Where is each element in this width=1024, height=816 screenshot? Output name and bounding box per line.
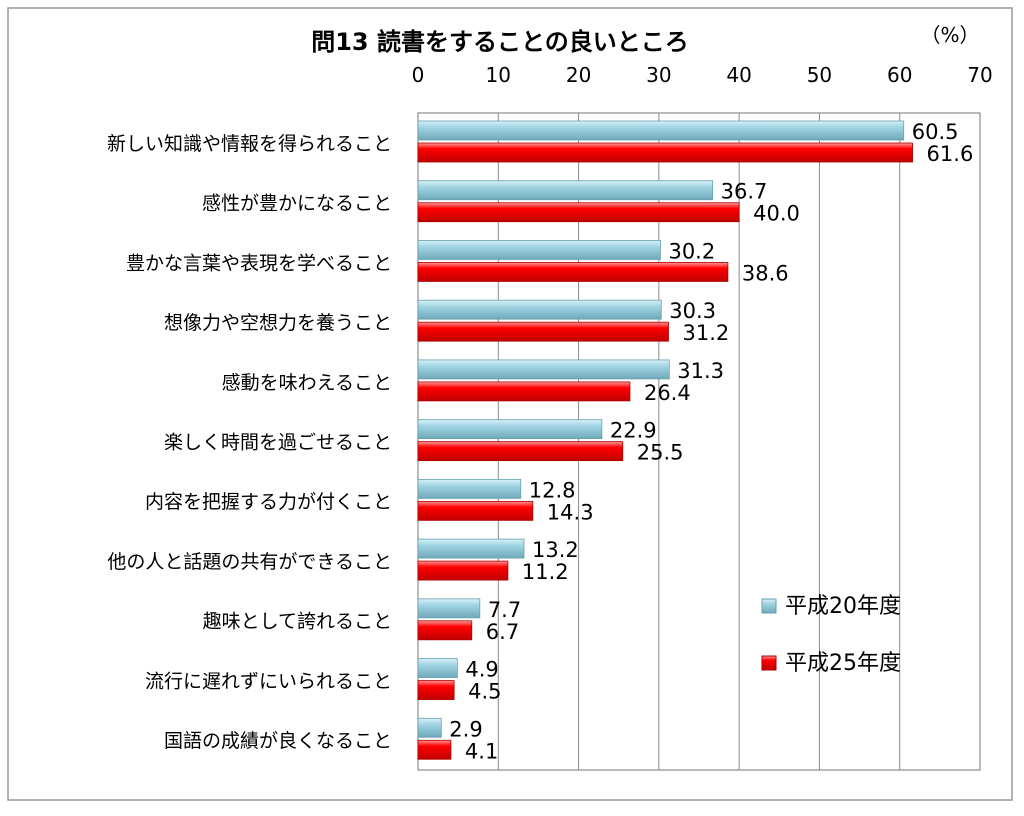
legend-label: 平成25年度 [785,651,901,676]
category-label: 趣味として誇れること [203,611,392,633]
value-label: 4.5 [468,680,501,704]
chart-title: 問13 読書をすることの良いところ [311,28,689,56]
value-label: 60.5 [912,120,959,144]
bar-h25 [417,620,473,641]
x-tick-label: 70 [967,63,992,87]
value-label: 30.2 [668,239,715,263]
bar-h25 [417,560,509,581]
value-label: 40.0 [753,202,800,226]
bar-h20 [417,538,525,559]
bar-h25 [417,142,913,163]
bar-h20 [417,359,670,380]
bar-h25 [417,500,534,521]
value-label: 31.3 [677,359,724,383]
category-label: 感性が豊かになること [202,193,392,215]
category-label: 想像力や空想力を養うこと [164,312,392,334]
category-label: 感動を味わえること [222,372,392,394]
value-label: 7.7 [488,598,521,622]
bar-h25 [417,202,740,223]
bar-h25 [417,321,669,342]
value-label: 25.5 [637,441,684,465]
bar-h25 [417,739,452,760]
category-label: 豊かな言葉や表現を学べること [126,252,392,274]
legend-label: 平成20年度 [785,594,901,619]
bar-h25 [417,680,455,700]
unit-label: （%） [920,23,979,47]
category-label: 内容を把握する力が付くこと [145,491,392,513]
x-tick-label: 60 [887,63,912,87]
value-label: 13.2 [532,538,579,562]
x-tick-label: 50 [807,63,832,87]
value-label: 30.3 [669,299,716,323]
bar-h20 [417,299,662,320]
value-label: 12.8 [529,478,576,502]
value-label: 26.4 [644,381,691,405]
bar-h20 [417,598,481,619]
value-label: 36.7 [721,180,768,204]
value-label: 38.6 [742,261,789,285]
category-label: 国語の成績が良くなること [164,730,392,752]
x-tick-label: 20 [566,63,591,87]
category-label: 楽しく時間を過ごせること [164,432,392,454]
x-tick-label: 0 [412,63,425,87]
bar-h20 [417,419,603,440]
bar-h20 [417,717,442,738]
category-label: 流行に遅れずにいられること [145,670,392,692]
bar-h20 [417,478,522,499]
value-label: 4.1 [465,739,498,763]
x-tick-label: 30 [646,63,671,87]
legend-swatch [761,598,777,614]
value-label: 14.3 [547,500,594,524]
bar-h20 [417,658,458,678]
bar-h25 [417,381,631,402]
bar-h20 [417,240,661,260]
bar-h20 [417,180,714,201]
value-label: 31.2 [682,321,729,345]
bar-h25 [417,262,729,282]
legend-swatch [761,655,777,671]
value-label: 61.6 [927,142,974,166]
category-label: 新しい知識や情報を得られること [107,133,392,155]
value-label: 4.9 [465,658,498,682]
x-tick-label: 40 [726,63,751,87]
bar-h25 [417,441,624,462]
value-label: 11.2 [522,560,569,584]
value-label: 22.9 [610,419,657,443]
bar-h20 [417,120,905,141]
x-tick-label: 10 [486,63,511,87]
category-label: 他の人と話題の共有ができること [107,551,392,573]
value-label: 2.9 [449,717,482,741]
value-label: 6.7 [486,620,519,644]
